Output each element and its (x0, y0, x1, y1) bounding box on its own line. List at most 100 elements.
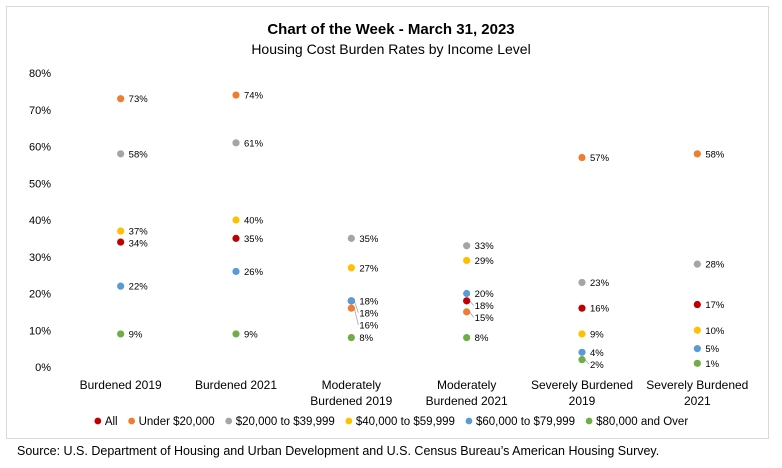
data-label: 28% (705, 260, 725, 271)
data-label: 10% (705, 326, 725, 337)
y-tick-label: 30% (29, 252, 51, 264)
data-label: 22% (129, 282, 149, 293)
data-point (232, 330, 240, 338)
data-point (232, 234, 240, 242)
leader-line (469, 311, 474, 318)
leader-line (584, 359, 590, 365)
legend-marker (94, 417, 102, 425)
data-label: 58% (705, 149, 725, 160)
y-tick-label: 50% (29, 178, 51, 190)
y-tick-label: 10% (29, 325, 51, 337)
category-label-line: 2021 (684, 394, 711, 408)
category-label-line: Severely Burdened (646, 378, 748, 392)
data-point (578, 356, 586, 364)
data-label: 16% (359, 320, 379, 331)
data-label: 27% (359, 263, 379, 274)
data-label: 73% (129, 94, 149, 105)
data-point (463, 297, 471, 305)
data-point (117, 227, 125, 235)
chart-subtitle: Housing Cost Burden Rates by Income Leve… (251, 41, 530, 57)
data-label: 26% (244, 267, 264, 278)
category-label: Severely Burdened 2019 (531, 378, 633, 408)
data-label: 18% (359, 308, 379, 319)
data-point (693, 345, 701, 353)
data-label: 18% (359, 296, 379, 307)
data-point (347, 297, 355, 305)
legend-label: $40,000 to $59,999 (356, 416, 455, 428)
category-label: Severely Burdened 2021 (646, 378, 748, 408)
data-label: 16% (590, 304, 610, 315)
data-label: 8% (475, 333, 489, 344)
data-point (693, 300, 701, 309)
legend-label: $80,000 and Over (596, 416, 688, 428)
category-label: Burdened 2019 (80, 378, 162, 392)
category-label-line: Burdened 2021 (426, 394, 508, 408)
category-label-line: Moderately (437, 378, 496, 392)
data-label: 20% (475, 289, 495, 300)
legend-label: All (105, 416, 118, 428)
data-point (347, 234, 355, 242)
data-point (463, 256, 471, 265)
legend-marker (465, 417, 473, 425)
data-point (578, 348, 586, 356)
data-point (463, 308, 471, 316)
data-label: 17% (705, 300, 725, 311)
y-tick-label: 70% (29, 105, 51, 117)
leader-line (469, 300, 474, 306)
category-label: Burdened 2021 (195, 378, 277, 392)
data-label: 58% (129, 149, 149, 160)
leader-line (353, 308, 359, 325)
leader-lines (353, 300, 590, 365)
data-point (232, 91, 240, 99)
data-point (232, 216, 240, 224)
data-point (463, 242, 471, 250)
y-axis: 0% 10% 20% 30% 40% 50% 60% 70% 80% (29, 68, 51, 374)
legend-marker (585, 417, 593, 425)
data-point (347, 304, 355, 312)
data-label: 33% (475, 241, 495, 252)
legend-label: $60,000 to $79,999 (476, 416, 575, 428)
data-label: 61% (244, 138, 264, 149)
data-point (693, 326, 701, 334)
data-point (117, 238, 125, 246)
category-label-line: Burdened 2021 (195, 378, 277, 392)
data-point (232, 139, 240, 147)
data-label: 1% (705, 359, 719, 370)
y-tick-label: 60% (29, 142, 51, 154)
y-tick-label: 80% (29, 68, 51, 80)
legend-marker (345, 417, 353, 425)
category-label: Moderately Burdened 2019 (310, 378, 392, 408)
data-label: 9% (244, 329, 258, 340)
x-axis: Burdened 2019 Burdened 2021 Moderately Burd… (80, 378, 749, 408)
category-label-line: Severely Burdened (531, 378, 633, 392)
legend-label: $20,000 to $39,999 (236, 416, 335, 428)
category-label-line: 2019 (569, 394, 596, 408)
data-label: 5% (705, 344, 719, 355)
data-label: 9% (590, 329, 604, 340)
legend-marker (225, 417, 233, 425)
data-label: 23% (590, 278, 610, 289)
data-point (347, 264, 355, 272)
data-label: 35% (359, 234, 379, 245)
category-label-line: Moderately (322, 378, 381, 392)
data-label: 2% (590, 360, 604, 371)
data-label: 8% (359, 333, 373, 344)
data-point (693, 150, 701, 158)
data-point (232, 267, 240, 276)
data-label: 4% (590, 348, 604, 359)
y-tick-label: 20% (29, 289, 51, 301)
data-labels: 73% 58% 37%34% 22% 9% 74% 61% 40% 35% 26% 9% 35% 27%… (129, 91, 725, 371)
data-label: 40% (244, 216, 264, 227)
data-point (578, 278, 586, 287)
category-label: Moderately Burdened 2021 (426, 378, 508, 408)
source-note: Source: U.S. Department of Housing and U… (17, 444, 660, 458)
category-label-line: Burdened 2019 (310, 394, 392, 408)
data-point (117, 330, 125, 338)
data-point (578, 153, 586, 162)
data-point (463, 334, 471, 342)
y-tick-label: 40% (29, 215, 51, 227)
chart-title: Chart of the Week - March 31, 2023 (267, 21, 514, 38)
data-point (693, 260, 701, 268)
data-label: 34% (129, 239, 149, 250)
data-point (347, 334, 355, 342)
